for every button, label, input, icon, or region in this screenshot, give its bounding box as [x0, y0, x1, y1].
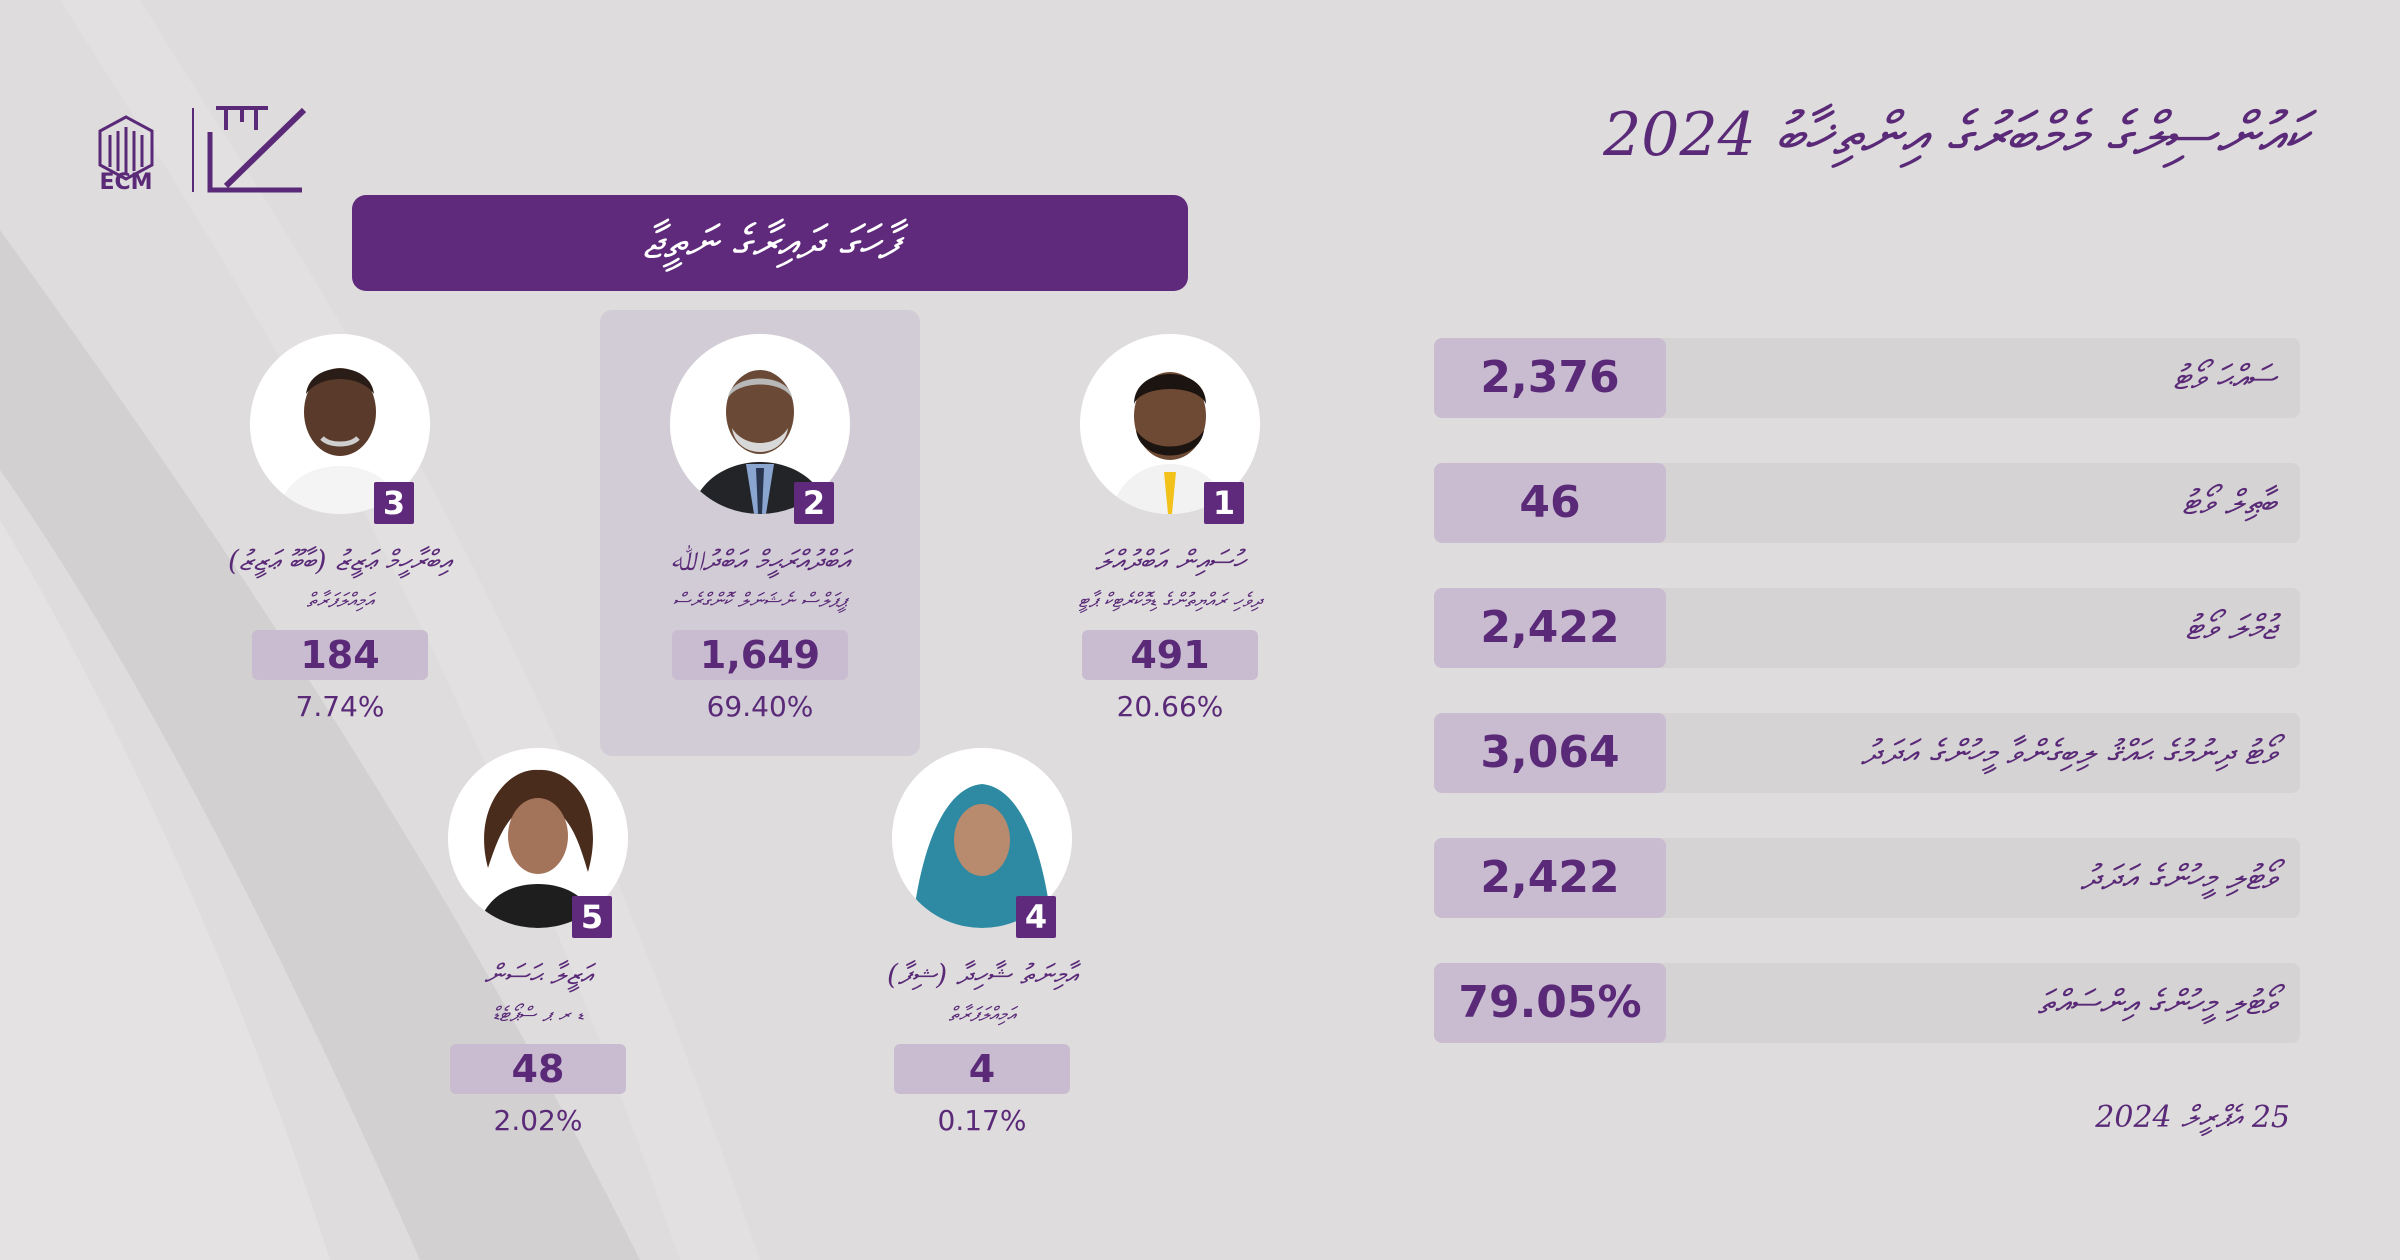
candidate-number-badge: 5	[572, 896, 612, 938]
candidate-percent: 7.74%	[295, 690, 385, 723]
candidate-percent: 0.17%	[937, 1104, 1027, 1137]
stat-label-bar: ޖުމްލަ ވޯޓު	[1634, 588, 2300, 668]
stat-value: 2,422	[1434, 588, 1666, 668]
candidate-name: ހުސައިން އަބްދުއްލަ	[1095, 544, 1245, 577]
stat-invalid-votes: ބާޠިލް ވޯޓު 46	[1434, 463, 2300, 543]
candidate-number-badge: 4	[1016, 896, 1056, 938]
page-title: ކައުންސިލްގެ މެމްބަރުގެ އިންތިޚާބު 2024	[1603, 100, 2308, 170]
candidate-votes: 4	[894, 1044, 1070, 1094]
candidate-card-4: 4 އާމިނަތު ޝާހިދާ (ޝިފާ) އަމިއްލަފަރާތް …	[782, 748, 1182, 1137]
candidate-party: ދިވެހި ރައްޔިތުންގެ ޑިމޮކްރެޓިކް ޕާޓީ	[1078, 588, 1262, 612]
ecm-emblem-icon	[98, 115, 154, 181]
candidate-card-1: 1 ހުސައިން އަބްދުއްލަ ދިވެހި ރައްޔިތުންގ…	[970, 334, 1370, 723]
stat-label: ސައްޙަ ވޯޓު	[2173, 358, 2276, 398]
stat-label-bar: ވޯޓު ދިނުމުގެ ޙައްޤު ލިބިގެންވާ މީހުންގެ…	[1634, 713, 2300, 793]
stat-valid-votes: ސައްޙަ ވޯޓު 2,376	[1434, 338, 2300, 418]
candidate-photo: 3	[250, 334, 430, 524]
avatar-icon	[250, 334, 430, 514]
candidate-photo: 4	[892, 748, 1072, 938]
candidate-party: ޑ ރ ޕ ސްޕޯޓެޑް	[492, 1002, 584, 1026]
candidate-number-badge: 3	[374, 482, 414, 524]
vote-mark-icon	[207, 106, 306, 193]
candidate-percent: 20.66%	[1116, 690, 1224, 723]
stat-eligible-voters: ވޯޓު ދިނުމުގެ ޙައްޤު ލިބިގެންވާ މީހުންގެ…	[1434, 713, 2300, 793]
stat-value: 46	[1434, 463, 1666, 543]
candidate-number-badge: 1	[1204, 482, 1244, 524]
candidate-photo: 2	[670, 334, 850, 524]
candidate-card-5: 5 އަޒީލާ ޙަސަން ޑ ރ ޕ ސްޕޯޓެޑް 48 2.02%	[338, 748, 738, 1137]
constituency-banner: ފާހަގަ ދައިރާގެ ނަތީޖާ	[352, 195, 1188, 291]
stat-value: 3,064	[1434, 713, 1666, 793]
candidate-name: އަޒީލާ ޙަސަން	[483, 958, 593, 991]
stat-voters-count: ވޯޓުލި މީހުންގެ އަދަދު 2,422	[1434, 838, 2300, 918]
logo-divider	[192, 108, 194, 192]
stat-label-bar: ބާޠިލް ވޯޓު	[1634, 463, 2300, 543]
candidate-photo: 5	[448, 748, 628, 938]
candidate-card-2: 2 އަބްދުއްރަޙީމް އަބްދުﷲ ޕީޕަލްސް ނެޝަނަ…	[560, 334, 960, 723]
stat-label: ޖުމްލަ ވޯޓު	[2185, 608, 2276, 648]
candidate-name: އަބްދުއްރަޙީމް އަބްދުﷲ	[669, 544, 851, 577]
candidate-party: ޕީޕަލްސް ނެޝަނަލް ކޮންގްރެސް	[672, 588, 848, 612]
stat-label: ވޯޓު ދިނުމުގެ ޙައްޤު ލިބިގެންވާ މީހުންގެ…	[1860, 733, 2276, 773]
candidate-card-3: 3 އިބްރާހީމް ޢަޒީޒު (ބާބޫ ޢަޒީޒު) އަމިއް…	[140, 334, 540, 723]
ecm-logo-text: ECM	[99, 170, 153, 195]
stat-label-bar: ވޯޓުލި މީހުންގެ އަދަދު	[1634, 838, 2300, 918]
candidate-party: އަމިއްލަފަރާތް	[306, 588, 374, 612]
stat-label-bar: ސައްޙަ ވޯޓު	[1634, 338, 2300, 418]
stat-turnout-percent: ވޯޓުލި މީހުންގެ އިންސައްތަ 79.05%	[1434, 963, 2300, 1043]
candidate-votes: 1,649	[672, 630, 848, 680]
stat-label: ވޯޓުލި މީހުންގެ އަދަދު	[2080, 858, 2276, 898]
stat-label-bar: ވޯޓުލި މީހުންގެ އިންސައްތަ	[1634, 963, 2300, 1043]
candidate-number-badge: 2	[794, 482, 834, 524]
stat-label: ވޯޓުލި މީހުންގެ އިންސައްތަ	[2037, 983, 2276, 1023]
ecm-logo: ECM	[96, 100, 306, 200]
stat-label: ބާޠިލް ވޯޓު	[2181, 483, 2276, 523]
stat-value: 79.05%	[1434, 963, 1666, 1043]
candidate-votes: 48	[450, 1044, 626, 1094]
candidate-name: އިބްރާހީމް ޢަޒީޒު (ބާބޫ ޢަޒީޒު)	[228, 544, 452, 577]
candidate-name: އާމިނަތު ޝާހިދާ (ޝިފާ)	[887, 958, 1077, 991]
candidate-votes: 491	[1082, 630, 1258, 680]
candidate-party: އަމިއްލަފަރާތް	[948, 1002, 1016, 1026]
stat-total-votes: ޖުމްލަ ވޯޓު 2,422	[1434, 588, 2300, 668]
stat-value: 2,376	[1434, 338, 1666, 418]
candidate-votes: 184	[252, 630, 428, 680]
candidate-percent: 69.40%	[706, 690, 814, 723]
stat-value: 2,422	[1434, 838, 1666, 918]
candidate-photo: 1	[1080, 334, 1260, 524]
candidate-percent: 2.02%	[493, 1104, 583, 1137]
date-label: 25 އެޕްރީލް 2024	[2095, 1100, 2290, 1135]
